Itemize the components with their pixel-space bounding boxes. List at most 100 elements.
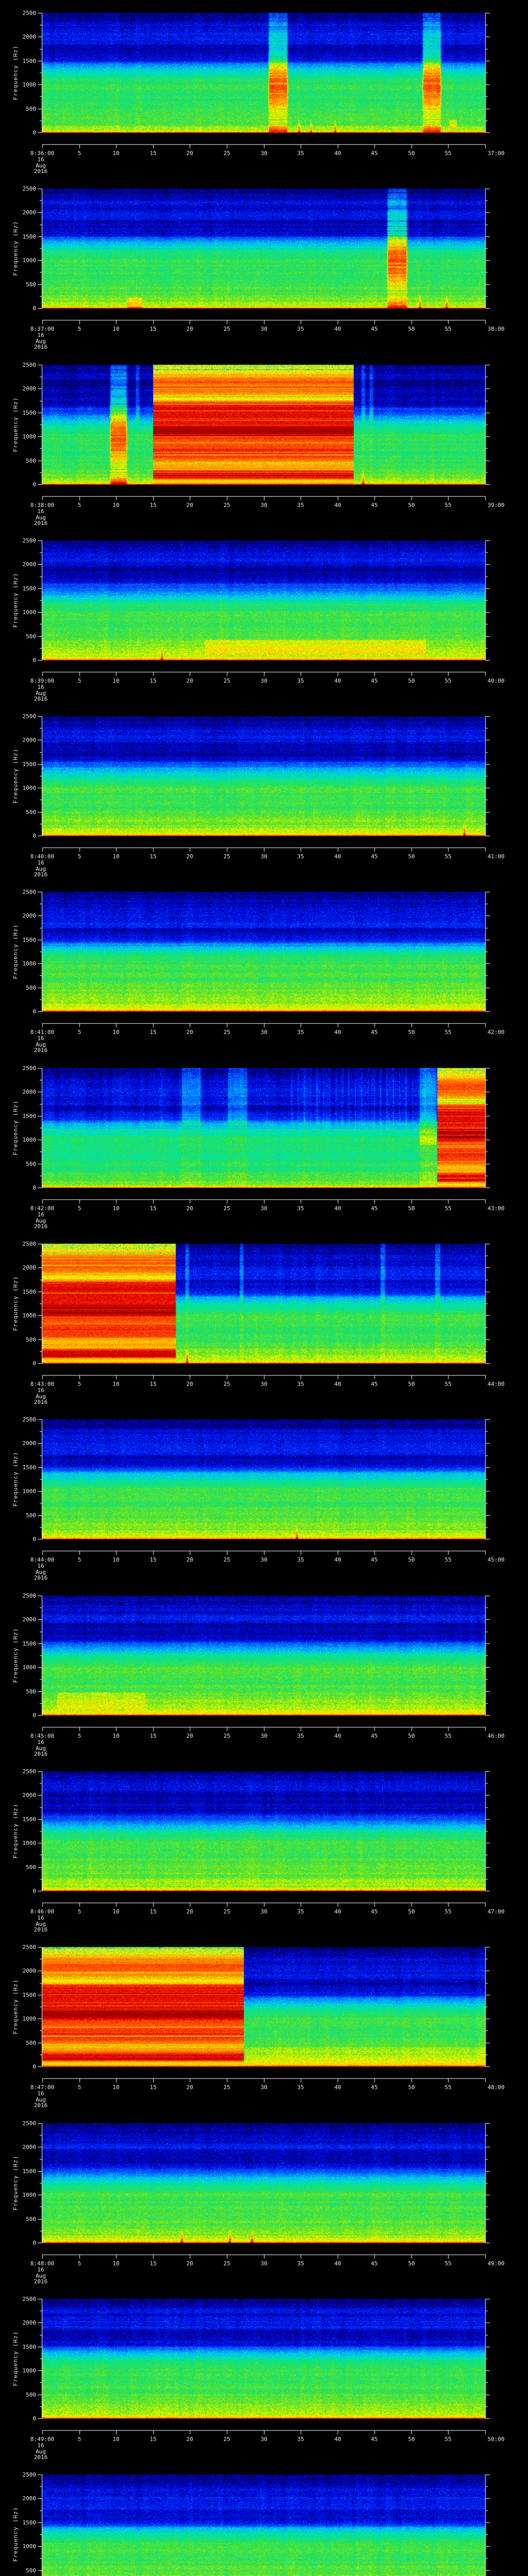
x-tick-label: 20 — [186, 1381, 193, 1387]
x-tick-label: 55 — [444, 853, 452, 860]
x-tick-label: 50 — [408, 502, 415, 509]
x-tick-label: 10 — [112, 1908, 120, 1915]
x-tick-label: 25 — [223, 1381, 230, 1387]
x-tick-label: 10 — [112, 2436, 120, 2443]
x-axis-date-day: 16 — [37, 156, 44, 163]
y-tick-label: 1500 — [22, 2168, 37, 2175]
spectrogram-canvas — [0, 1583, 528, 1758]
x-tick-label: 15 — [150, 1733, 157, 1739]
spectrogram-panel-84800: Frequency (Hz) 0 500 1000 1500 2000 2500 5 10 15 2… — [0, 2110, 528, 2286]
x-tick-label: 55 — [444, 1733, 452, 1739]
x-tick-label: 30 — [260, 2436, 268, 2443]
x-axis-start-time: 8:48:00 — [30, 2260, 55, 2267]
x-tick-label: 15 — [150, 853, 157, 860]
x-tick-label: 20 — [186, 502, 193, 509]
x-axis-start-time: 8:38:00 — [30, 502, 55, 509]
x-axis-end-time: 47:00 — [487, 1908, 505, 1915]
x-axis-end-time: 43:00 — [487, 1205, 505, 1212]
x-tick-label: 5 — [77, 326, 81, 332]
x-axis-date-day: 16 — [37, 1387, 44, 1394]
x-tick-label: 5 — [77, 1556, 81, 1563]
x-tick-label: 35 — [297, 853, 304, 860]
x-tick-label: 40 — [334, 2436, 341, 2443]
y-tick-label: 500 — [26, 1864, 36, 1871]
x-axis-date-year: 2016 — [34, 168, 48, 175]
y-tick-label: 2000 — [22, 1968, 37, 1974]
x-tick-label: 35 — [297, 1556, 304, 1563]
spectrogram-panel-84900: Frequency (Hz) 0 500 1000 1500 2000 2500 5 10 15 2… — [0, 2286, 528, 2462]
x-tick-label: 40 — [334, 677, 341, 684]
y-tick-label: 500 — [26, 1688, 36, 1695]
x-tick-label: 50 — [408, 2260, 415, 2267]
x-tick-label: 50 — [408, 2436, 415, 2443]
x-tick-label: 20 — [186, 1733, 193, 1739]
y-tick-label: 2000 — [22, 2144, 37, 2150]
y-tick-label: 500 — [26, 106, 36, 112]
x-tick-label: 45 — [371, 2084, 378, 2091]
x-tick-label: 30 — [260, 326, 268, 332]
x-tick-label: 50 — [408, 1556, 415, 1563]
y-tick-label: 1500 — [22, 585, 37, 592]
x-axis-end-time: 44:00 — [487, 1381, 505, 1387]
x-axis-start-time: 8:37:00 — [30, 326, 55, 332]
x-tick-label: 35 — [297, 1381, 304, 1387]
x-tick-label: 50 — [408, 1733, 415, 1739]
x-tick-label: 50 — [408, 853, 415, 860]
x-axis-date-year: 2016 — [34, 1574, 48, 1581]
y-tick-label: 1000 — [22, 2015, 37, 2022]
x-tick-label: 5 — [77, 853, 81, 860]
y-tick-label: 1500 — [22, 233, 37, 240]
x-tick-label: 15 — [150, 1908, 157, 1915]
x-tick-label: 35 — [297, 326, 304, 332]
x-tick-label: 20 — [186, 2260, 193, 2267]
x-tick-label: 30 — [260, 2260, 268, 2267]
x-tick-label: 10 — [112, 150, 120, 157]
y-tick-label: 2000 — [22, 1616, 37, 1623]
x-axis-end-time: 41:00 — [487, 853, 505, 860]
x-axis-date-year: 2016 — [34, 1047, 48, 1054]
y-tick-label: 2500 — [22, 1065, 37, 1072]
y-axis-title: Frequency (Hz) — [12, 1276, 19, 1331]
x-axis-date-month: Aug — [36, 866, 46, 872]
y-tick-label: 1500 — [22, 1113, 37, 1120]
y-axis-title: Frequency (Hz) — [12, 2331, 19, 2386]
y-axis-title: Frequency (Hz) — [12, 572, 19, 628]
x-axis-start-time: 8:41:00 — [30, 1029, 55, 1036]
x-axis-start-time: 8:40:00 — [30, 853, 55, 860]
x-axis-date-day: 16 — [37, 859, 44, 866]
x-tick-label: 5 — [77, 1908, 81, 1915]
x-tick-label: 55 — [444, 1205, 452, 1212]
x-tick-label: 15 — [150, 1556, 157, 1563]
x-tick-label: 35 — [297, 677, 304, 684]
x-tick-label: 45 — [371, 2436, 378, 2443]
y-tick-label: 500 — [26, 2392, 36, 2398]
y-axis-title: Frequency (Hz) — [12, 924, 19, 979]
x-axis-date-year: 2016 — [34, 1223, 48, 1230]
spectrogram-panel-83900: Frequency (Hz) 0 500 1000 1500 2000 2500 5 10 15 2… — [0, 528, 528, 703]
x-tick-label: 40 — [334, 502, 341, 509]
y-tick-label: 1500 — [22, 1464, 37, 1471]
y-tick-label: 2500 — [22, 1592, 37, 1599]
x-tick-label: 45 — [371, 1908, 378, 1915]
x-tick-label: 55 — [444, 677, 452, 684]
x-tick-label: 20 — [186, 1205, 193, 1212]
x-tick-label: 45 — [371, 1029, 378, 1036]
y-axis-title: Frequency (Hz) — [12, 748, 19, 804]
x-tick-label: 25 — [223, 1205, 230, 1212]
spectrogram-canvas — [0, 879, 528, 1055]
x-axis-date-month: Aug — [36, 1393, 46, 1400]
x-tick-label: 55 — [444, 1029, 452, 1036]
x-axis-date-month: Aug — [36, 1041, 46, 1048]
x-tick-label: 40 — [334, 2084, 341, 2091]
x-axis-date-day: 16 — [37, 2266, 44, 2273]
x-tick-label: 30 — [260, 1205, 268, 1212]
x-tick-label: 55 — [444, 2260, 452, 2267]
x-axis-start-time: 8:47:00 — [30, 2084, 55, 2091]
x-tick-label: 35 — [297, 1733, 304, 1739]
x-tick-label: 5 — [77, 1381, 81, 1387]
x-tick-label: 20 — [186, 1908, 193, 1915]
y-tick-label: 2500 — [22, 2120, 37, 2127]
x-axis-date-month: Aug — [36, 2096, 46, 2103]
x-axis-date-day: 16 — [37, 1739, 44, 1745]
x-tick-label: 35 — [297, 1908, 304, 1915]
